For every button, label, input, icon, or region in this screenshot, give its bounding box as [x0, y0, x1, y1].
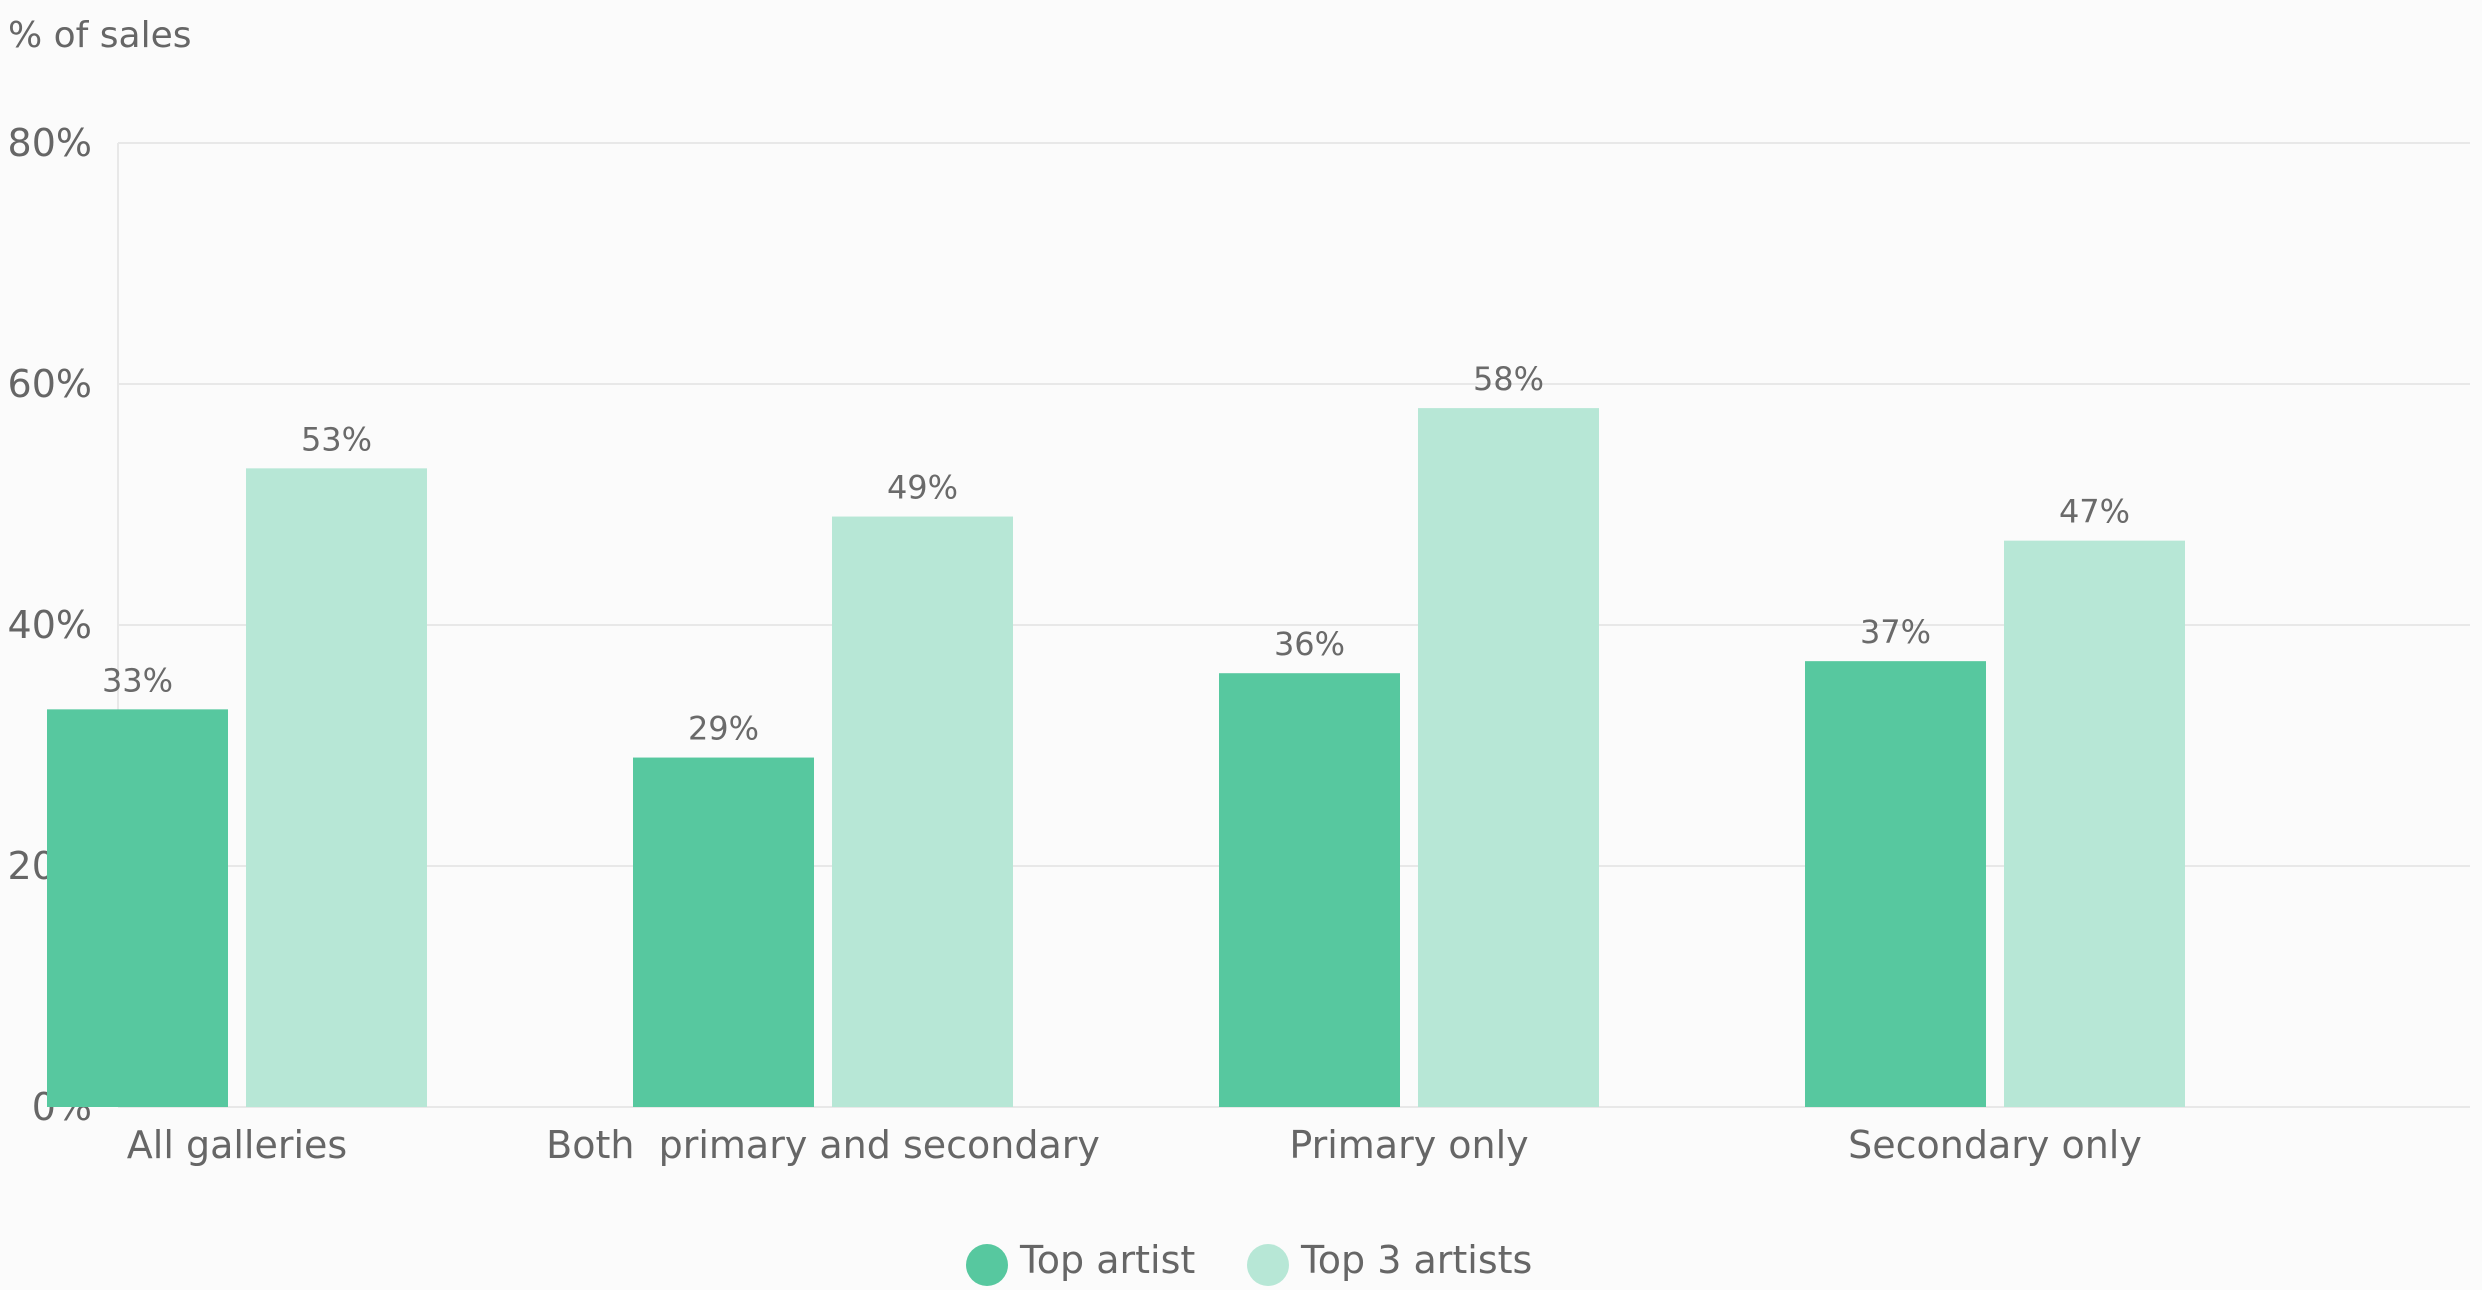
x-axis-categories: All galleries Both primary and secondary P… — [127, 1123, 2142, 1167]
bar-top-artist — [47, 709, 228, 1107]
bar-top-artist — [1805, 661, 1986, 1107]
bar-top-artist — [633, 757, 814, 1107]
x-category-label: Primary only — [1289, 1123, 1528, 1167]
y-tick-label: 80% — [8, 121, 92, 165]
data-label: 36% — [1274, 625, 1345, 663]
bar-top-artist — [1219, 673, 1400, 1107]
data-label: 58% — [1473, 360, 1544, 398]
data-label: 29% — [688, 710, 759, 748]
legend-label: Top 3 artists — [1300, 1238, 1532, 1282]
data-label: 53% — [301, 420, 372, 458]
legend-label: Top artist — [1019, 1238, 1195, 1282]
y-tick-label: 60% — [8, 362, 92, 406]
bar-top-3-artists — [246, 468, 427, 1108]
y-axis-title: % of sales — [8, 15, 192, 56]
data-labels: 33% 53% 29% 49% 36% 58% 37% 47% — [102, 360, 2130, 747]
y-tick-label: 40% — [8, 603, 92, 647]
bar-top-3-artists — [832, 516, 1013, 1107]
x-category-label: All galleries — [127, 1123, 347, 1167]
data-label: 47% — [2059, 493, 2130, 531]
bar-top-3-artists — [2004, 540, 2185, 1107]
data-label: 49% — [887, 469, 958, 507]
legend-swatch — [966, 1244, 1008, 1286]
data-label: 37% — [1860, 613, 1931, 651]
x-category-label: Secondary only — [1848, 1123, 2142, 1167]
bars — [47, 408, 2185, 1108]
bar-top-3-artists — [1418, 408, 1599, 1108]
legend-swatch — [1247, 1244, 1289, 1286]
legend: Top artist Top 3 artists — [966, 1238, 1532, 1286]
x-category-label: Both primary and secondary — [546, 1123, 1100, 1167]
data-label: 33% — [102, 661, 173, 699]
